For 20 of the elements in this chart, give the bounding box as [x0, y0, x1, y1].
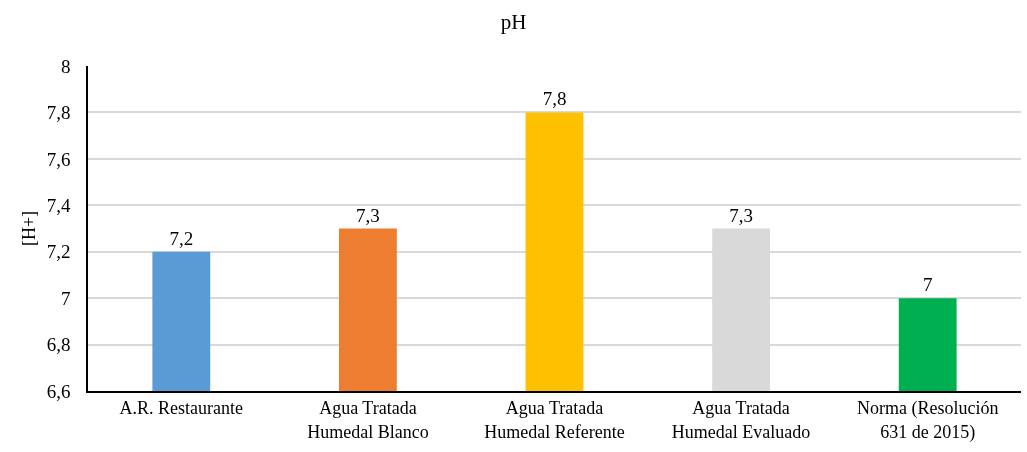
x-tick-label: Agua Tratada Humedal Evaluado: [671, 398, 811, 442]
y-tick-label: 6,8: [46, 334, 71, 356]
x-tick-label: Norma (Resolución 631 de 2015): [856, 398, 999, 443]
y-tick-label: 7,4: [46, 194, 71, 216]
y-tick-label: 8: [60, 55, 71, 77]
y-tick-label: 7,2: [46, 241, 71, 263]
x-tick-label: Agua Tratada Humedal Blanco: [307, 398, 429, 442]
data-label: 7,8: [542, 88, 567, 110]
y-tick-label: 7,8: [46, 102, 71, 124]
x-tick-label: Agua Tratada Humedal Referente: [484, 398, 625, 442]
data-label: 7,3: [356, 204, 380, 226]
data-label: 7,3: [729, 204, 753, 226]
data-label: 7,2: [169, 227, 194, 249]
data-label: 7: [922, 274, 933, 296]
x-tick-label: A.R. Restaurante: [119, 398, 244, 419]
y-tick-label: 6,6: [46, 380, 71, 402]
y-tick-label: 7: [60, 287, 71, 309]
y-axis-title: [H+]: [19, 210, 40, 247]
y-tick-label: 7,6: [46, 148, 71, 170]
chart-title: pH: [500, 10, 527, 35]
